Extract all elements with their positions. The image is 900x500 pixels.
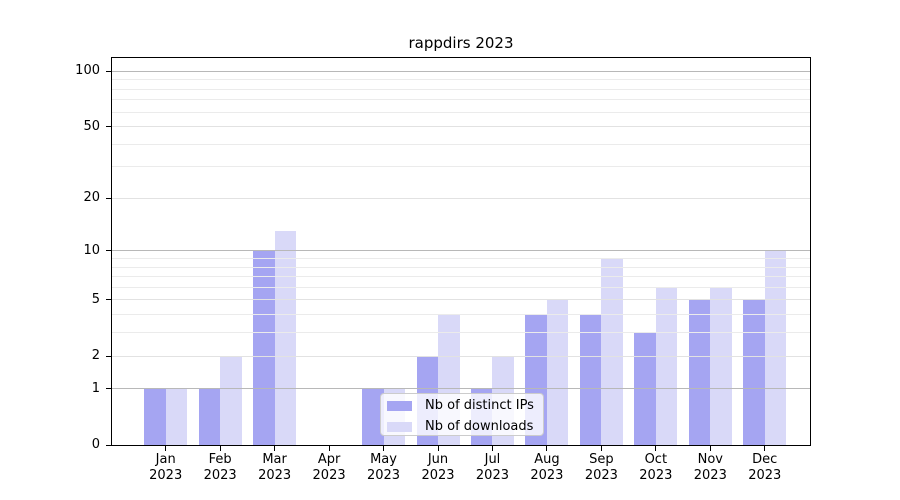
x-tick-mark-dec: [764, 446, 766, 451]
legend: Nb of distinct IPs Nb of downloads: [380, 393, 544, 436]
x-tick-label-aug: Aug 2023: [530, 452, 564, 483]
y-tick-label-1: 1: [91, 380, 100, 396]
x-tick-label-apr: Apr 2023: [312, 452, 346, 483]
x-tick-mark-nov: [709, 446, 711, 451]
legend-label-downloads: Nb of downloads: [425, 419, 534, 434]
y-tick-mark-0: [106, 444, 111, 446]
x-tick-label-nov: Nov 2023: [693, 452, 727, 483]
bar-distinct-ips-may: [362, 388, 384, 445]
x-tick-mark-jan: [165, 446, 167, 451]
legend-label-distinct-ips: Nb of distinct IPs: [425, 398, 534, 413]
bar-distinct-ips-dec: [743, 299, 765, 445]
y-tick-mark-20: [106, 197, 111, 199]
x-tick-label-jun: Jun 2023: [421, 452, 455, 483]
x-tick-mark-jun: [437, 446, 439, 451]
bar-downloads-feb: [220, 356, 242, 445]
legend-item-distinct-ips: Nb of distinct IPs: [381, 396, 543, 415]
legend-swatch-downloads: [387, 421, 412, 432]
x-tick-mark-feb: [219, 446, 221, 451]
bar-distinct-ips-jan: [144, 388, 166, 445]
y-tick-mark-10: [106, 250, 111, 252]
y-tick-label-20: 20: [83, 190, 100, 206]
bar-downloads-mar: [274, 231, 297, 445]
x-tick-label-mar: Mar 2023: [258, 452, 292, 483]
bar-downloads-dec: [764, 250, 787, 445]
y-tick-mark-50: [106, 126, 111, 128]
bar-distinct-ips-nov: [688, 299, 711, 445]
plot-area: [111, 57, 811, 446]
x-tick-label-jul: Jul 2023: [475, 452, 509, 483]
y-tick-label-100: 100: [75, 63, 100, 79]
x-tick-mark-mar: [274, 446, 276, 451]
y-tick-label-5: 5: [91, 291, 100, 307]
x-tick-mark-aug: [546, 446, 548, 451]
y-tick-label-10: 10: [83, 242, 100, 258]
legend-item-downloads: Nb of downloads: [381, 417, 543, 436]
chart-title: rappdirs 2023: [408, 34, 514, 52]
y-tick-mark-100: [106, 70, 111, 72]
y-tick-label-0: 0: [91, 437, 100, 452]
bars-layer: [112, 58, 810, 445]
bar-downloads-nov: [710, 287, 732, 445]
bar-distinct-ips-sep: [579, 314, 602, 445]
y-tick-label-50: 50: [83, 118, 100, 134]
y-tick-mark-1: [106, 388, 111, 390]
x-tick-label-jan: Jan 2023: [149, 452, 183, 483]
bar-downloads-aug: [546, 299, 569, 445]
x-tick-mark-sep: [600, 446, 602, 451]
x-tick-label-feb: Feb 2023: [203, 452, 237, 483]
x-tick-label-sep: Sep 2023: [584, 452, 618, 483]
x-tick-label-dec: Dec 2023: [748, 452, 782, 483]
bar-downloads-sep: [601, 258, 623, 445]
x-tick-label-may: May 2023: [366, 452, 401, 483]
x-tick-label-oct: Oct 2023: [639, 452, 673, 483]
bar-downloads-jan: [165, 388, 188, 445]
x-tick-mark-oct: [655, 446, 657, 451]
y-tick-mark-2: [106, 355, 111, 357]
legend-swatch-distinct-ips: [387, 400, 412, 411]
y-tick-label-2: 2: [91, 348, 100, 364]
y-tick-mark-5: [106, 299, 111, 301]
bar-downloads-oct: [655, 287, 678, 445]
bar-distinct-ips-mar: [253, 250, 275, 445]
bar-distinct-ips-feb: [198, 388, 221, 445]
x-tick-mark-apr: [328, 446, 330, 451]
bar-distinct-ips-oct: [634, 332, 656, 445]
x-tick-mark-jul: [491, 446, 493, 451]
x-tick-mark-may: [383, 446, 385, 451]
